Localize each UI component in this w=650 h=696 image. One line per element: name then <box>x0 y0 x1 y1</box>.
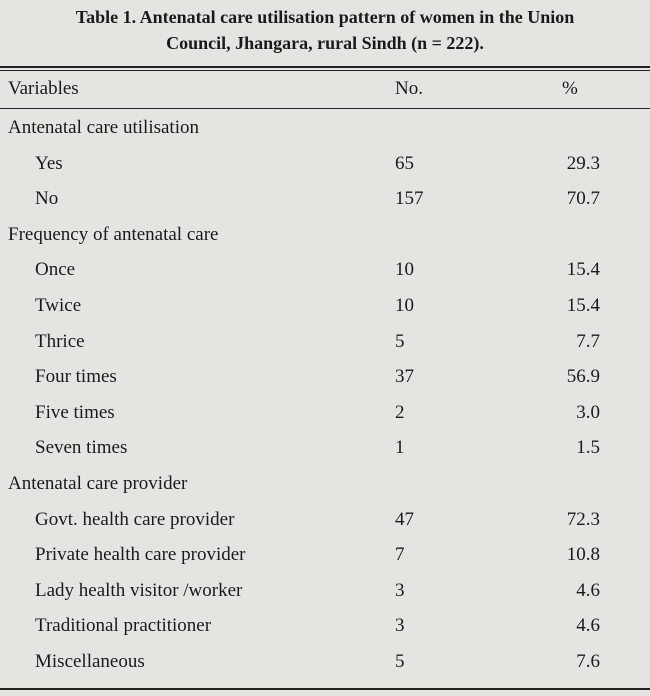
row-label: Yes <box>35 152 63 174</box>
row-count: 3 <box>395 615 405 637</box>
row-percent: 15.4 <box>566 259 600 281</box>
row-label: Traditional practitioner <box>35 615 212 637</box>
row-count: 47 <box>395 508 414 530</box>
row-label: Seven times <box>35 437 128 459</box>
row-percent: 7.6 <box>576 651 600 672</box>
row-count: 157 <box>395 188 424 210</box>
bottom-rule <box>0 688 650 690</box>
section-heading: Antenatal care provider <box>8 473 188 494</box>
row-label: Once <box>35 259 76 281</box>
row-count: 5 <box>395 330 405 352</box>
header-cell: % <box>562 78 578 99</box>
row-count: 2 <box>395 401 405 423</box>
row-label: Five times <box>35 401 115 423</box>
row-percent: 1.5 <box>576 437 600 459</box>
row-count: 7 <box>395 544 405 566</box>
table-title: Council, Jhangara, rural Sindh (n = 222)… <box>166 33 484 53</box>
row-count: 5 <box>395 651 405 672</box>
row-count: 10 <box>395 295 414 316</box>
row-percent: 56.9 <box>566 366 600 388</box>
header-cell: Variables <box>8 78 79 99</box>
row-label: Govt. health care provider <box>35 508 235 530</box>
section-heading: Antenatal care utilisation <box>8 117 199 138</box>
row-percent: 4.6 <box>576 579 600 601</box>
header-cell: No. <box>395 78 423 99</box>
row-percent: 4.6 <box>576 615 600 637</box>
row-percent: 3.0 <box>576 401 600 423</box>
row-count: 3 <box>395 579 405 601</box>
row-percent: 70.7 <box>566 188 600 210</box>
row-label: Twice <box>35 295 82 316</box>
row-count: 10 <box>395 259 414 281</box>
row-label: Lady health visitor /worker <box>35 579 243 601</box>
top-rule <box>0 66 650 68</box>
row-label: Thrice <box>35 330 85 352</box>
row-label: Miscellaneous <box>35 651 145 672</box>
row-count: 65 <box>395 152 414 174</box>
row-label: Four times <box>35 366 117 388</box>
row-percent: 15.4 <box>566 295 600 316</box>
row-percent: 29.3 <box>566 152 600 174</box>
table-title: Table 1. Antenatal care utilisation patt… <box>75 7 575 27</box>
row-count: 37 <box>395 366 414 388</box>
top-rule-thin <box>0 70 650 71</box>
row-count: 1 <box>395 437 405 459</box>
section-heading: Frequency of antenatal care <box>8 223 219 245</box>
row-percent: 72.3 <box>566 508 600 530</box>
row-percent: 7.7 <box>576 330 600 352</box>
row-label: Private health care provider <box>35 544 246 566</box>
row-percent: 10.8 <box>566 544 600 566</box>
row-label: No <box>35 188 59 210</box>
header-rule <box>0 108 650 109</box>
